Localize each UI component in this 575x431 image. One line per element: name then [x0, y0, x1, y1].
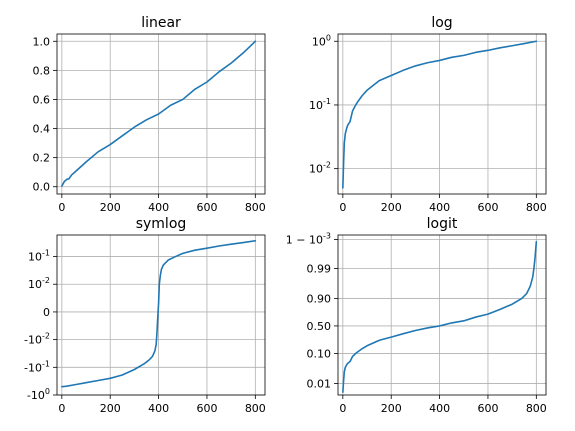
y-tick-label: 10-2: [309, 161, 331, 176]
x-tick-label: 400: [148, 402, 169, 415]
subplot-title: symlog: [136, 216, 187, 232]
x-tick-label: 0: [339, 201, 346, 214]
x-tick-label: 200: [381, 201, 402, 214]
subplot-title: log: [431, 15, 452, 31]
y-tick-label: 0.2: [33, 152, 51, 165]
subplot-title: logit: [427, 216, 458, 232]
x-tick-label: 0: [58, 201, 65, 214]
y-tick-label: 0.90: [307, 292, 332, 305]
y-tick-label: 100: [312, 33, 331, 48]
y-tick-label: -10-2: [24, 332, 50, 347]
series-line: [61, 240, 257, 388]
series-line: [342, 240, 538, 393]
y-tick-label: 1 − 10-3: [286, 231, 331, 246]
y-tick-label: 0: [43, 306, 50, 319]
subplot-symlog: 0 200 400 600 800 -100 -10-1 -10-2 0 10-2 10-1 syml…: [24, 216, 266, 415]
x-tick-label: 200: [381, 402, 402, 415]
x-tick-label: 0: [58, 402, 65, 415]
x-tick-label: 800: [245, 402, 266, 415]
axes-frame: [56, 234, 266, 396]
axes-frame: [337, 234, 547, 396]
x-tick-label: 600: [477, 402, 498, 415]
y-tick-label: 0.01: [307, 377, 332, 390]
y-tick-label: 0.4: [33, 123, 51, 136]
y-tick-label: 0.10: [307, 347, 332, 360]
y-tick-label: 0.6: [33, 93, 51, 106]
y-tick-label: 1.0: [33, 35, 51, 48]
y-tick-label: -100: [27, 387, 50, 402]
y-tick-label: 0.99: [307, 262, 332, 275]
y-tick-label: -10-1: [24, 359, 50, 374]
x-tick-label: 0: [339, 402, 346, 415]
axes-frame: [337, 33, 547, 195]
series-line: [61, 40, 257, 187]
y-tick-label: 10-1: [309, 97, 331, 112]
series-line: [342, 40, 538, 189]
x-tick-label: 400: [429, 201, 450, 214]
x-tick-label: 800: [526, 201, 547, 214]
y-tick-label: 0.50: [307, 320, 332, 333]
x-tick-label: 200: [100, 201, 121, 214]
x-tick-label: 200: [100, 402, 121, 415]
x-tick-label: 800: [526, 402, 547, 415]
x-tick-label: 600: [196, 201, 217, 214]
y-tick-label: 0.8: [33, 64, 51, 77]
x-tick-label: 400: [429, 402, 450, 415]
y-tick-label: 10-2: [28, 276, 50, 291]
y-tick-label: 10-1: [28, 249, 50, 264]
subplot-linear: 0 200 400 600 800 0.0 0.2 0.4 0.6 0.8 1.0 linear: [33, 15, 266, 214]
subplot-logit: 0 200 400 600 800 0.01 0.10 0.50 0.90 0.99 1 − 10-…: [286, 216, 547, 415]
subplot-title: linear: [141, 15, 181, 31]
x-tick-label: 800: [245, 201, 266, 214]
x-tick-label: 600: [196, 402, 217, 415]
x-tick-label: 600: [477, 201, 498, 214]
y-tick-label: 0.0: [33, 181, 51, 194]
x-tick-label: 400: [148, 201, 169, 214]
subplot-log: 0 200 400 600 800 10-2 10-1 100 log: [309, 15, 547, 214]
axes-frame: [56, 33, 266, 195]
